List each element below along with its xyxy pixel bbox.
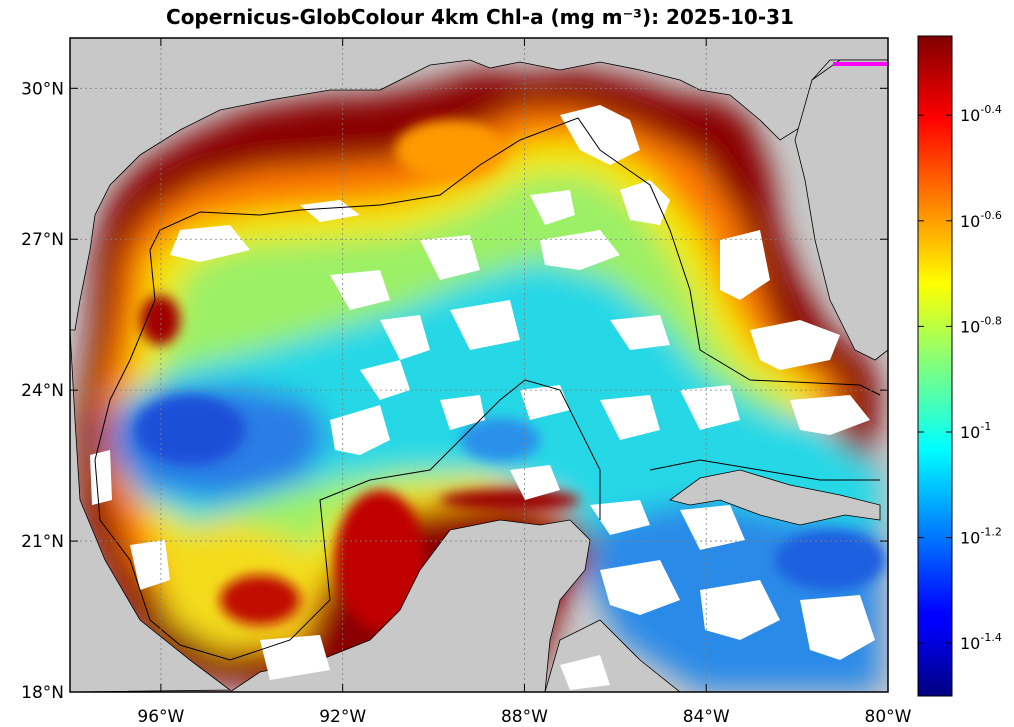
colorbar-tick-label: 10-1.2 (960, 526, 1002, 548)
colorbar-tick-label: 10-1 (960, 420, 991, 442)
eddy-deep-blue (135, 395, 245, 465)
y-axis: 30°N 27°N 24°N 21°N 18°N (21, 79, 888, 703)
colorbar-tick-exponent: -1 (980, 420, 991, 433)
colorbar-tick-label: 10-0.8 (960, 314, 1002, 336)
colorbar-tick-exponent: -0.4 (980, 103, 1001, 116)
campeche-plume (335, 490, 425, 630)
colorbar-tick-base: 10 (960, 317, 980, 336)
eddy-blue-south (460, 418, 540, 462)
colorbar-tick-base: 10 (960, 634, 980, 653)
boundary-florida-cuba (649, 459, 880, 481)
y-tick-label: 24°N (21, 381, 64, 401)
land-florida (794, 59, 888, 361)
no-data-patches (90, 105, 875, 690)
colorbar-tick-base: 10 (960, 529, 980, 548)
texas-plume (140, 295, 180, 345)
colorbar-tick-label: 10-0.6 (960, 209, 1002, 231)
graticule (70, 38, 888, 692)
tabasco-plume (440, 490, 580, 510)
x-tick-label: 96°W (137, 707, 184, 727)
map-frame (69, 37, 889, 693)
eddy-blue-caribbean (775, 530, 885, 590)
colorbar-tick-base: 10 (960, 423, 980, 442)
colorbar-tick-base: 10 (960, 212, 980, 231)
x-tick-label: 92°W (319, 707, 366, 727)
colorbar-tick-exponent: -0.6 (980, 209, 1001, 222)
boundary-mexico-cuba (94, 249, 601, 661)
x-tick-label: 84°W (683, 707, 730, 727)
mississippi-plume (395, 120, 505, 180)
boundary-us-mexico (149, 117, 881, 396)
land-mexico-south (229, 519, 591, 692)
y-tick-label: 18°N (21, 683, 64, 703)
y-tick-label: 27°N (21, 230, 64, 250)
map-plot-area (70, 38, 888, 692)
land-cuba (669, 469, 881, 526)
land (70, 38, 888, 692)
y-tick-label: 30°N (21, 79, 64, 99)
colorbar-ticks: 10-0.410-0.610-0.810-110-1.210-1.4 (918, 103, 1002, 653)
colorbar-tick-label: 10-0.4 (960, 103, 1002, 125)
colorbar-gradient (917, 35, 953, 697)
colorbar-tick-base: 10 (960, 106, 980, 125)
chart-title: Copernicus-GlobColour 4km Chl-a (mg m⁻³)… (166, 5, 794, 29)
tamaulipas-plume (220, 575, 300, 625)
y-tick-label: 21°N (21, 532, 64, 552)
x-tick-label: 88°W (501, 707, 548, 727)
colorbar-tick-label: 10-1.4 (960, 631, 1002, 653)
colorbar: 10-0.410-0.610-0.810-110-1.210-1.4 (917, 35, 1002, 697)
colorbar-tick-exponent: -0.8 (980, 314, 1001, 327)
colorbar-tick-exponent: -1.4 (980, 631, 1001, 644)
boundary-contours (94, 117, 881, 661)
x-axis: 96°W 92°W 88°W 84°W 80°W (137, 38, 912, 727)
x-tick-label: 80°W (865, 707, 912, 727)
colorbar-tick-exponent: -1.2 (980, 526, 1001, 539)
chlorophyll-field (75, 70, 885, 690)
